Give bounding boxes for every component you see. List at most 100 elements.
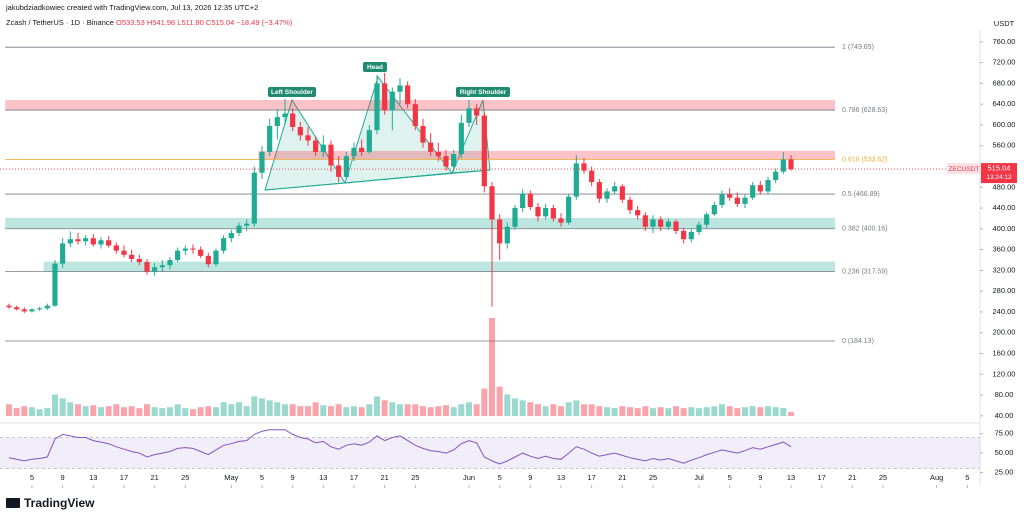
- volume-bar: [695, 408, 702, 416]
- y-tick-label: 320.00: [993, 265, 1016, 274]
- rsi-tick-label: 50.00: [995, 448, 1014, 457]
- rsi-tick-label: 25.00: [995, 468, 1014, 477]
- volume-bar: [350, 406, 357, 416]
- candle-body: [297, 127, 303, 136]
- volume-bar: [534, 404, 541, 416]
- volume-bar: [151, 407, 158, 416]
- volume-bar: [419, 406, 426, 416]
- volume-bar: [21, 406, 28, 416]
- candle-body: [159, 265, 165, 268]
- volume-bar: [504, 394, 511, 416]
- fib-label: 0.5 (466.89): [842, 191, 880, 198]
- candle-body: [313, 140, 319, 152]
- volume-bar: [711, 406, 718, 416]
- candle-body: [52, 263, 58, 306]
- candle-body: [259, 151, 265, 173]
- y-tick-label: 360.00: [993, 245, 1016, 254]
- y-tick-label: 40.00: [995, 411, 1014, 420]
- y-tick-label: 280.00: [993, 286, 1016, 295]
- candle-body: [788, 159, 794, 170]
- candle-body: [420, 125, 426, 143]
- candle-body: [512, 208, 518, 227]
- volume-bar: [13, 408, 20, 416]
- volume-bar: [297, 406, 304, 416]
- volume-bar: [97, 407, 104, 416]
- volume-bar: [765, 406, 771, 416]
- zone: [43, 261, 835, 272]
- volume-bar: [458, 404, 465, 416]
- x-tick-label: 25: [879, 473, 887, 482]
- candle-body: [627, 199, 633, 211]
- y-tick-label: 760.00: [993, 37, 1016, 46]
- volume-bar: [665, 408, 672, 416]
- rsi-band: [0, 437, 980, 469]
- volume-bar: [573, 400, 580, 416]
- volume-bar: [557, 406, 564, 416]
- candle-body: [619, 186, 625, 200]
- volume-bar: [565, 402, 572, 416]
- volume-bar: [657, 407, 664, 416]
- candle-body: [466, 108, 472, 123]
- volume-bar: [251, 396, 258, 416]
- candle-body: [443, 156, 449, 167]
- volume-bar: [634, 408, 641, 416]
- y-tick-label: 80.00: [995, 390, 1014, 399]
- candle-body: [581, 163, 587, 171]
- candle-body: [83, 238, 89, 242]
- candle-body: [382, 83, 388, 111]
- volume-bar: [44, 408, 51, 416]
- zone: [258, 150, 835, 160]
- price-tag-label: 515.04: [988, 164, 1011, 173]
- y-tick-label: 160.00: [993, 348, 1016, 357]
- volume-bar: [235, 402, 242, 416]
- volume-bar: [427, 407, 434, 416]
- volume-bar: [128, 406, 135, 416]
- x-tick-label: 25: [411, 473, 419, 482]
- volume-bar: [473, 404, 480, 416]
- volume-bar: [358, 407, 365, 416]
- neckline: [264, 169, 491, 191]
- annotations: Left Shoulder Head Right Shoulder: [268, 62, 510, 97]
- volume-bar: [626, 407, 633, 416]
- candle-body: [198, 249, 204, 256]
- candle-body: [144, 262, 150, 272]
- x-tick-label: 21: [618, 473, 626, 482]
- x-tick-label: 13: [319, 473, 327, 482]
- y-tick-label: 640.00: [993, 99, 1016, 108]
- y-tick-label: 440.00: [993, 203, 1016, 212]
- price-tag: [981, 163, 1017, 184]
- candle-body: [129, 254, 135, 259]
- volume-bar: [166, 407, 173, 416]
- candle-body: [458, 122, 464, 155]
- volume-bar: [672, 406, 679, 416]
- volume-bar: [312, 402, 319, 416]
- candle-body: [366, 130, 372, 152]
- volume-bar: [435, 406, 442, 416]
- volume-bar: [596, 406, 603, 416]
- volume-bar: [5, 404, 12, 416]
- x-tick-label: 5: [728, 473, 732, 482]
- candle-body: [742, 197, 748, 204]
- volume-bar: [726, 406, 733, 416]
- x-tick-label: 25: [649, 473, 657, 482]
- candle-body: [734, 197, 740, 204]
- candle-body: [351, 147, 357, 157]
- candle-body: [121, 250, 127, 255]
- volume-bar: [82, 406, 89, 416]
- candle-body: [221, 238, 227, 251]
- x-tick-label: 5: [30, 473, 34, 482]
- candle-body: [474, 108, 480, 116]
- candle-body: [543, 208, 549, 217]
- candle-body: [21, 309, 27, 312]
- ohlc-line: O533.53 H541.96 L511.80 C515.04 −18.49 (…: [116, 18, 293, 27]
- symbol-tag-label: ZECUSDT: [949, 166, 980, 173]
- volume-bar: [688, 407, 695, 416]
- y-tick-label: 600.00: [993, 120, 1016, 129]
- candle-body: [98, 240, 104, 245]
- x-tick-label: 21: [380, 473, 388, 482]
- volume-bar: [680, 408, 687, 416]
- volume-bar: [757, 407, 764, 416]
- x-tick-label: 25: [181, 473, 189, 482]
- candle-body: [236, 225, 242, 233]
- candle-body: [75, 239, 81, 242]
